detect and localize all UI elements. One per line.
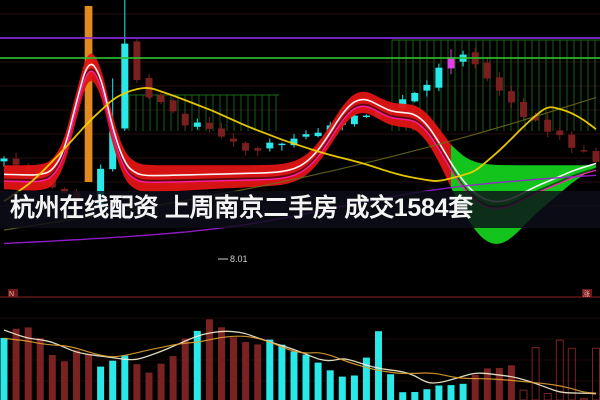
svg-text:涨: 涨 [583, 289, 590, 298]
svg-text:8.01: 8.01 [230, 254, 248, 264]
svg-text:N: N [9, 291, 14, 298]
svg-text:杭州在线配资 上周南京二手房 成交1584套: 杭州在线配资 上周南京二手房 成交1584套 [10, 193, 474, 222]
